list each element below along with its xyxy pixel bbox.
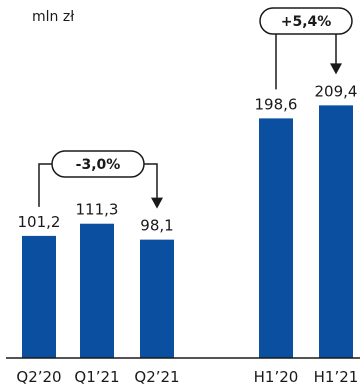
category-label: Q2’20 <box>16 368 61 386</box>
value-labels-group: 101,2 111,3 98,1 198,6 209,4 <box>18 82 358 234</box>
change-pill <box>51 150 145 178</box>
category-label: Q1’21 <box>74 368 119 386</box>
bar-h120 <box>259 118 293 358</box>
category-label: H1’21 <box>314 368 359 386</box>
bar-h121 <box>319 105 353 358</box>
value-label: 98,1 <box>140 217 173 235</box>
change-pill <box>259 7 353 35</box>
value-label: 101,2 <box>18 213 61 231</box>
change-percent-label: -3,0% <box>76 157 121 173</box>
bar-q221 <box>140 239 174 358</box>
category-labels-group: Q2’20 Q1’21 Q2’21 H1’20 H1’21 <box>16 368 358 386</box>
value-label: 209,4 <box>315 82 358 100</box>
change-percent-label: +5,4% <box>281 14 332 30</box>
bar-q121 <box>80 223 114 358</box>
category-label: Q2’21 <box>134 368 179 386</box>
arrow-down-icon <box>330 63 342 75</box>
bars-group <box>22 105 353 358</box>
change-annotations-group: -3,0% +5,4% <box>38 7 353 209</box>
value-label: 111,3 <box>76 201 119 219</box>
bar-q220 <box>22 235 56 358</box>
category-label: H1’20 <box>254 368 299 386</box>
arrow-down-icon <box>151 197 163 209</box>
unit-label: mln zł <box>32 9 74 25</box>
value-label: 198,6 <box>255 95 298 113</box>
